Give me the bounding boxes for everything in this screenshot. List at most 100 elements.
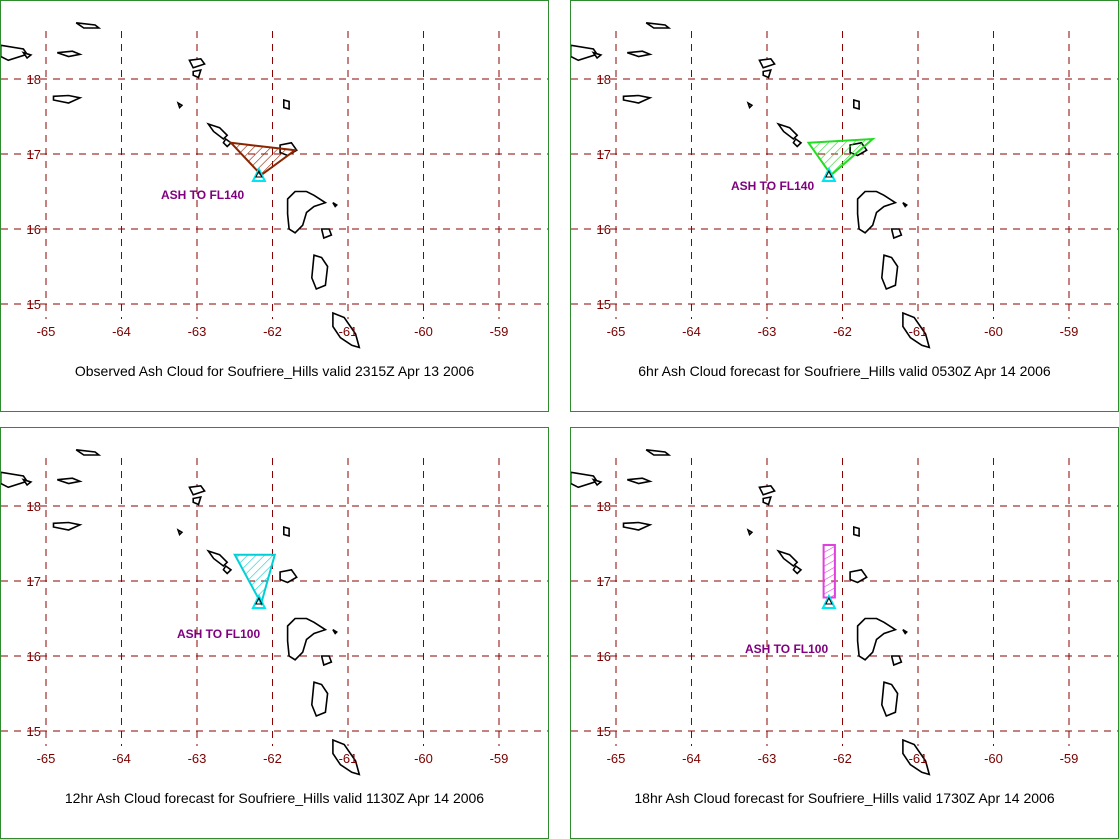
island-outline xyxy=(622,94,653,104)
longitude-tick-label: -61 xyxy=(909,324,928,339)
graticule xyxy=(1,31,548,319)
island-outline xyxy=(776,549,799,568)
longitude-tick-label: -62 xyxy=(833,751,852,766)
map-panel-observed: -65 -64 -63 -62 -61 -60 -59 18 17 16 15 ASH TO FL1… xyxy=(0,0,549,412)
longitude-tick-label: -60 xyxy=(414,751,433,766)
island-outline xyxy=(902,629,908,635)
island-outline xyxy=(902,738,931,776)
coastlines xyxy=(571,22,931,349)
longitude-tick-label: -60 xyxy=(414,324,433,339)
montserrat-island-outline xyxy=(825,596,833,605)
island-outline xyxy=(853,98,860,111)
panel-caption: 6hr Ash Cloud forecast for Soufriere_Hil… xyxy=(638,363,1051,379)
island-outline xyxy=(52,521,83,531)
volcano-triangle-icon xyxy=(821,593,837,609)
island-outline xyxy=(206,549,229,568)
island-outline xyxy=(332,202,338,208)
ash-cloud-polygon xyxy=(806,137,876,177)
longitude-tick-label: -62 xyxy=(263,751,282,766)
map-panel-6hr-forecast: -65 -64 -63 -62 -61 -60 -59 18 17 16 15 ASH TO FL1… xyxy=(570,0,1119,412)
latitude-tick-label: 18 xyxy=(597,499,611,514)
latitude-tick-label: 17 xyxy=(597,574,611,589)
island-outline xyxy=(188,484,206,496)
latitude-tick-label: 16 xyxy=(597,649,611,664)
island-outline xyxy=(57,50,83,58)
map-panel-12hr-forecast: -65 -64 -63 -62 -61 -60 -59 18 17 16 15 ASH TO FL1… xyxy=(0,427,549,839)
volcano-marker xyxy=(251,593,267,609)
island-outline xyxy=(320,228,333,240)
latitude-tick-label: 17 xyxy=(27,147,41,162)
ash-altitude-label: ASH TO FL100 xyxy=(745,642,829,656)
latitude-tick-label: 15 xyxy=(27,724,41,739)
volcano-marker xyxy=(821,593,837,609)
island-outline xyxy=(192,495,202,506)
island-outline xyxy=(283,525,290,538)
ash-altitude-label: ASH TO FL100 xyxy=(177,627,261,641)
island-outline xyxy=(332,629,338,635)
panel-caption: 18hr Ash Cloud forecast for Soufriere_Hi… xyxy=(634,790,1055,806)
island-outline xyxy=(645,449,672,456)
latitude-tick-label: 18 xyxy=(597,72,611,87)
island-outline xyxy=(762,68,772,79)
ash-altitude-label: ASH TO FL140 xyxy=(731,179,815,193)
island-outline xyxy=(571,471,599,489)
longitude-tick-label: -59 xyxy=(490,751,509,766)
longitude-tick-label: -63 xyxy=(758,324,777,339)
island-outline xyxy=(746,528,754,536)
volcano-marker xyxy=(251,166,267,182)
island-outline xyxy=(645,22,672,29)
island-outline xyxy=(1,44,29,62)
longitude-tick-label: -63 xyxy=(758,751,777,766)
longitude-tick-label: -62 xyxy=(263,324,282,339)
island-outline xyxy=(853,525,860,538)
montserrat-island-outline xyxy=(255,596,263,605)
ash-altitude-label: ASH TO FL140 xyxy=(161,188,245,202)
volcano-marker xyxy=(821,166,837,182)
map-canvas: -65 -64 -63 -62 -61 -60 -59 18 17 16 15 xyxy=(571,22,1118,349)
latitude-tick-label: 15 xyxy=(597,297,611,312)
island-outline xyxy=(571,44,599,62)
map-canvas: -65 -64 -63 -62 -61 -60 -59 18 17 16 15 xyxy=(1,22,548,349)
island-outline xyxy=(856,190,898,234)
island-outline xyxy=(283,98,290,111)
graticule xyxy=(571,458,1118,746)
island-outline xyxy=(176,101,184,109)
latitude-tick-label: 15 xyxy=(27,297,41,312)
island-outline xyxy=(890,228,903,240)
longitude-tick-label: -59 xyxy=(1060,324,1079,339)
volcano-triangle-icon xyxy=(251,593,267,609)
island-outline xyxy=(206,122,229,141)
island-outline xyxy=(627,50,653,58)
longitude-tick-label: -65 xyxy=(37,751,56,766)
latitude-tick-label: 15 xyxy=(597,724,611,739)
longitude-tick-label: -60 xyxy=(984,324,1003,339)
island-outline xyxy=(279,568,298,584)
longitude-tick-label: -62 xyxy=(833,324,852,339)
volcano-triangle-icon xyxy=(251,166,267,182)
map-panel-18hr-forecast: -65 -64 -63 -62 -61 -60 -59 18 17 16 15 ASH TO FL1… xyxy=(570,427,1119,839)
island-outline xyxy=(856,617,898,661)
latitude-tick-label: 18 xyxy=(27,72,41,87)
latitude-tick-label: 16 xyxy=(27,222,41,237)
island-outline xyxy=(320,655,333,667)
island-outline xyxy=(332,311,361,349)
montserrat-island-outline xyxy=(255,169,263,178)
montserrat-island-outline xyxy=(825,169,833,178)
island-outline xyxy=(286,617,328,661)
island-outline xyxy=(758,484,776,496)
volcano-triangle-icon xyxy=(821,166,837,182)
island-outline xyxy=(849,568,868,584)
island-outline xyxy=(758,57,776,69)
island-outline xyxy=(176,528,184,536)
longitude-tick-label: -65 xyxy=(607,751,626,766)
island-outline xyxy=(880,681,899,718)
island-outline xyxy=(188,57,206,69)
latitude-tick-label: 16 xyxy=(597,222,611,237)
longitude-tick-label: -65 xyxy=(37,324,56,339)
ash-cloud-polygon xyxy=(228,141,298,177)
island-outline xyxy=(52,94,83,104)
island-outline xyxy=(75,22,102,29)
latitude-tick-label: 16 xyxy=(27,649,41,664)
map-canvas: -65 -64 -63 -62 -61 -60 -59 18 17 16 15 xyxy=(571,449,1118,776)
longitude-tick-label: -63 xyxy=(188,324,207,339)
